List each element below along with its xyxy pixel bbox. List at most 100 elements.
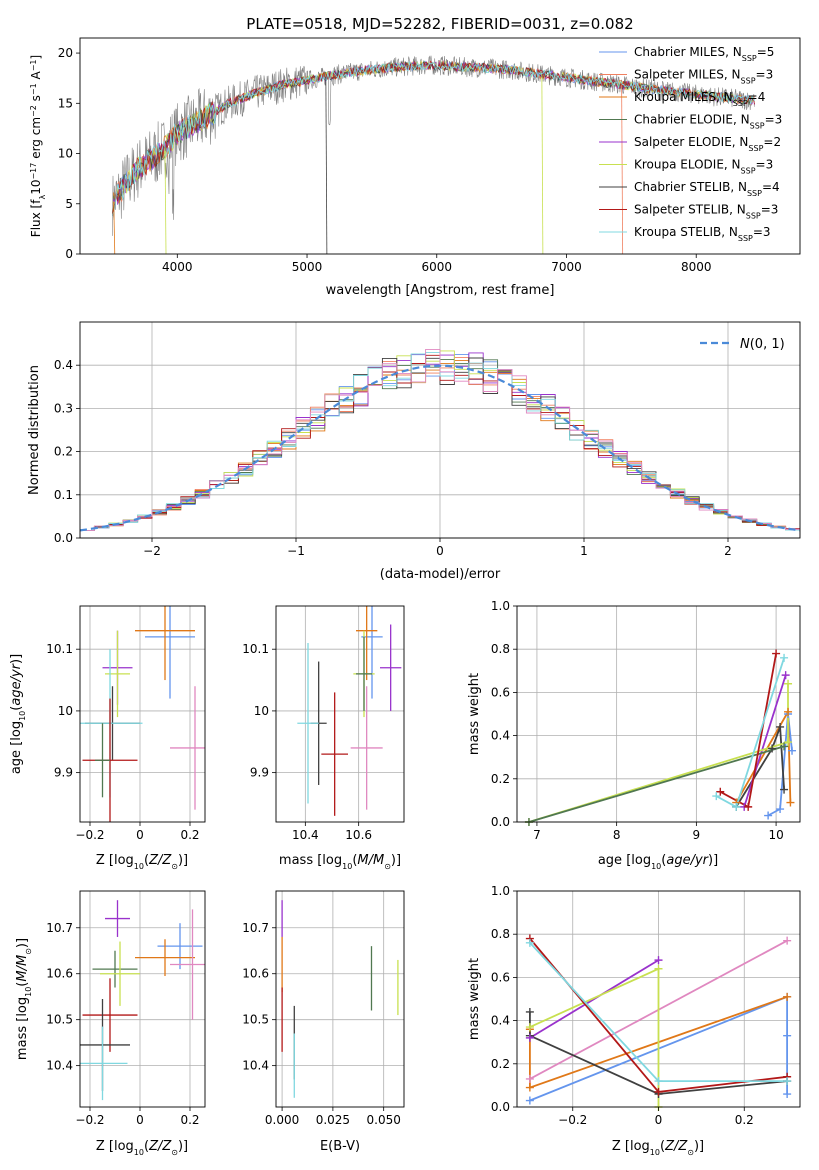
legend-label: Kroupa ELODIE, NSSP=3 <box>634 158 773 176</box>
weight-marker <box>732 802 741 811</box>
legend-label: Kroupa MILES, NSSP=4 <box>634 90 765 108</box>
weight-line <box>767 713 793 817</box>
axes-frame <box>79 605 206 823</box>
y-tick-label: 5 <box>65 197 73 211</box>
y-tick-label: 1.0 <box>491 599 510 613</box>
x-tick-label: 0 <box>136 828 144 842</box>
chart-title: PLATE=0518, MJD=52282, FIBERID=0031, z=0… <box>246 15 633 33</box>
weight-marker <box>788 746 797 755</box>
y-tick-label: 0.2 <box>54 445 73 459</box>
weight-marker <box>786 798 795 807</box>
axes-age-vs-Z: −0.2 0 0.2 9.9 10 10.1 <box>46 605 206 842</box>
x-tick-label: −0.2 <box>75 828 104 842</box>
legend-label: Salpeter STELIB, NSSP=3 <box>634 203 778 221</box>
plot-area <box>297 606 402 816</box>
legend: N(0, 1) <box>700 337 785 352</box>
x-tick-label: 8 <box>613 828 621 842</box>
x-tick-label: 2 <box>724 544 732 558</box>
x-tick-label: 4000 <box>162 260 193 274</box>
weight-marker <box>781 671 790 680</box>
y-tick-label: 0.3 <box>54 401 73 415</box>
x-tick-label: −2 <box>143 544 161 558</box>
x-tick-label: 10.4 <box>292 828 319 842</box>
y-tick-label: 0.8 <box>491 927 510 941</box>
y-tick-label: 0.2 <box>491 772 510 786</box>
x-tick-label: 8000 <box>681 260 712 274</box>
x-axis-label: E(B-V) <box>320 1139 360 1154</box>
x-axis-label: age [log10(age/yr)] <box>598 853 718 871</box>
y-tick-label: 10.6 <box>242 967 269 981</box>
y-tick-label: 10.6 <box>46 967 73 981</box>
y-tick-label: 0.1 <box>54 488 73 502</box>
axes-frame <box>79 890 206 1108</box>
plot-area <box>281 900 399 1098</box>
weight-marker <box>525 1033 534 1042</box>
x-axis-label: Z [log10(Z/Z⊙)] <box>96 1139 188 1157</box>
axes-frame <box>516 605 801 823</box>
y-tick-label: 0.4 <box>491 729 510 743</box>
weight-line <box>529 959 659 1039</box>
y-tick-label: 0.2 <box>491 1057 510 1071</box>
x-tick-label: 7000 <box>551 260 582 274</box>
y-tick-label: 9.9 <box>250 766 269 780</box>
x-axis-label: Z [log10(Z/Z⊙)] <box>96 853 188 871</box>
y-axis-label: mass [log10(M/M⊙)] <box>15 938 33 1060</box>
weight-marker <box>780 785 789 794</box>
masked-line <box>541 74 544 254</box>
axes-age-vs-mass: 10.4 10.6 9.9 10 10.1 <box>242 605 405 842</box>
x-tick-label: 0 <box>136 1113 144 1127</box>
axes-spectrum: 4000 5000 6000 7000 8000 0 5 10 15 20 <box>58 37 801 274</box>
y-tick-label: 10.1 <box>46 642 73 656</box>
weight-marker <box>783 936 792 945</box>
masked-line <box>113 201 116 254</box>
weight-marker <box>744 802 753 811</box>
weight-marker <box>654 964 663 973</box>
x-tick-label: 10 <box>768 828 783 842</box>
legend-label: Salpeter ELODIE, NSSP=2 <box>634 135 781 153</box>
weight-marker <box>783 1031 792 1040</box>
x-tick-label: 6000 <box>421 260 452 274</box>
plot-area <box>112 55 755 254</box>
y-tick-label: 0.0 <box>54 531 73 545</box>
weight-marker <box>768 744 777 753</box>
y-tick-label: 0.6 <box>491 685 510 699</box>
y-tick-label: 10.5 <box>242 1013 269 1027</box>
y-tick-label: 10 <box>254 704 269 718</box>
axes-frame <box>275 605 405 823</box>
y-tick-label: 10 <box>58 147 73 161</box>
y-tick-label: 10.5 <box>46 1013 73 1027</box>
weight-marker <box>783 1090 792 1099</box>
y-tick-label: 1.0 <box>491 884 510 898</box>
model-spectrum-line <box>112 61 755 216</box>
y-tick-label: 0 <box>65 247 73 261</box>
weight-marker <box>525 938 534 947</box>
plot-area <box>80 900 205 1101</box>
weight-marker <box>776 722 785 731</box>
weight-marker <box>525 1023 534 1032</box>
plot-area <box>80 348 800 538</box>
weight-marker <box>783 992 792 1001</box>
y-axis-label: mass weight <box>467 673 482 755</box>
axes-mass-vs-Z: −0.2 0 0.2 10.4 10.5 10.6 10.7 <box>46 890 206 1127</box>
x-tick-label: 0 <box>436 544 444 558</box>
weight-line <box>528 745 785 822</box>
x-tick-label: 0.2 <box>735 1113 754 1127</box>
weight-marker <box>776 805 785 814</box>
masked-line <box>325 76 328 254</box>
y-tick-label: 9.9 <box>54 766 73 780</box>
weight-marker <box>784 738 793 747</box>
normal-curve <box>80 364 800 532</box>
y-tick-label: 10.7 <box>242 921 269 935</box>
weight-marker <box>654 1077 663 1086</box>
axes-mass-vs-EBV: 0.000 0.025 0.050 10.4 10.5 10.6 10.7 <box>242 890 405 1127</box>
x-tick-label: −0.2 <box>75 1113 104 1127</box>
x-tick-label: 0.025 <box>316 1113 350 1127</box>
y-tick-label: 10.4 <box>242 1059 269 1073</box>
y-tick-label: 0.4 <box>491 1014 510 1028</box>
x-axis-label: (data-model)/error <box>380 567 501 582</box>
x-tick-label: 7 <box>533 828 541 842</box>
legend-label: N(0, 1) <box>740 337 785 352</box>
x-axis-label: Z [log10(Z/Z⊙)] <box>612 1139 704 1157</box>
weight-line <box>529 967 660 1107</box>
y-tick-label: 10.1 <box>242 642 269 656</box>
